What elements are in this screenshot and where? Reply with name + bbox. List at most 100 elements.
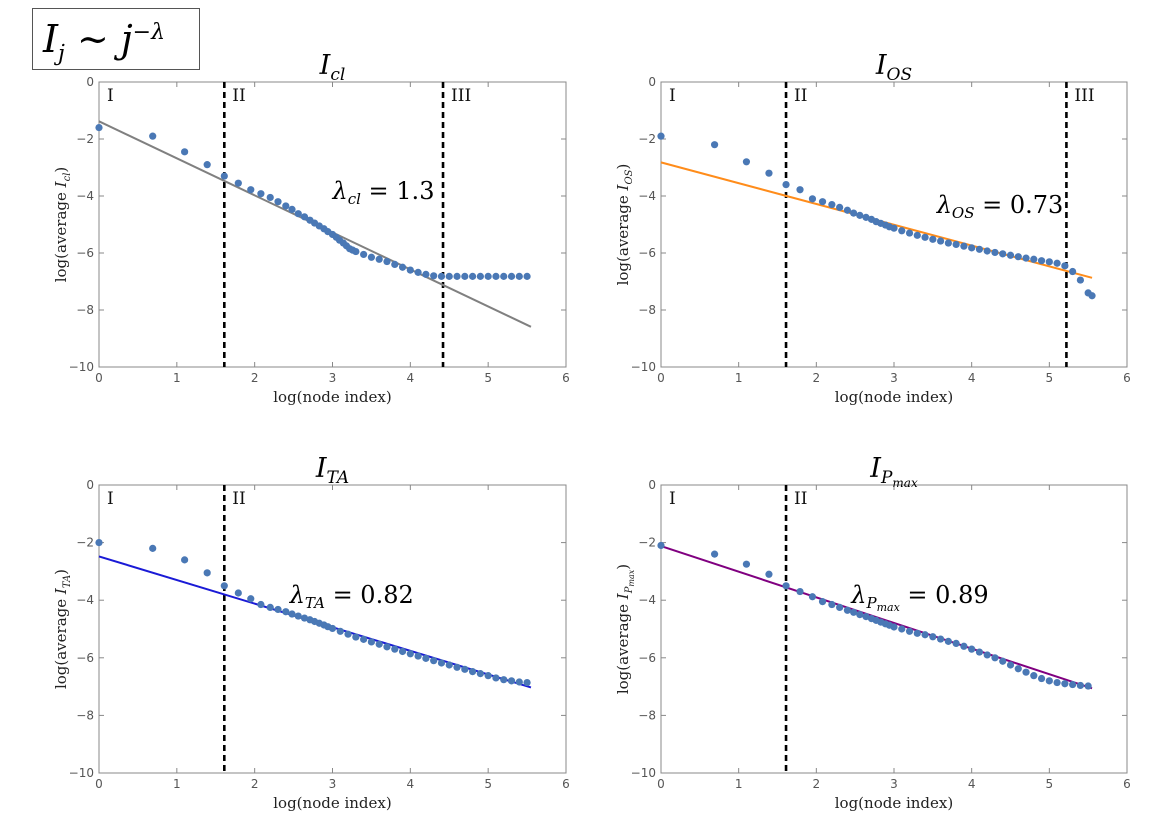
y-axis-label: log(average ITA) <box>52 569 73 689</box>
data-point <box>913 629 921 637</box>
chart-title: IOS <box>875 50 912 85</box>
data-point <box>1076 681 1084 690</box>
data-point <box>1022 254 1030 262</box>
y-axis-label: log(average Icl) <box>52 167 73 283</box>
data-point <box>507 677 516 685</box>
region-label: I <box>107 86 114 106</box>
y-label-base: I <box>52 587 70 595</box>
y-tick-label: −10 <box>69 360 94 374</box>
data-point <box>850 209 858 217</box>
data-point <box>929 235 937 243</box>
y-label-post: ) <box>52 167 70 173</box>
y-axis-label: log(average IOS) <box>614 164 635 286</box>
data-point <box>796 587 804 596</box>
data-point <box>836 203 844 211</box>
lambda-annotation: λcl = 1.3 <box>332 177 435 208</box>
data-point <box>913 231 921 239</box>
data-point <box>898 227 906 235</box>
data-point <box>367 638 376 646</box>
data-point <box>952 240 960 249</box>
data-point <box>828 600 836 609</box>
data-point <box>808 195 817 203</box>
data-point <box>523 272 531 280</box>
y-label-subsub: max <box>627 569 636 586</box>
data-point <box>461 665 469 673</box>
title-sub: P <box>880 468 893 488</box>
lambda-symbol: λ <box>289 581 305 609</box>
data-point <box>929 633 937 641</box>
data-point <box>1030 672 1038 680</box>
data-point <box>1061 262 1069 270</box>
data-point <box>492 674 500 682</box>
data-point <box>220 582 228 590</box>
data-point <box>282 202 290 210</box>
y-axis-label: log(average IPmax) <box>614 564 636 694</box>
data-point <box>1061 680 1069 688</box>
y-tick-label: −2 <box>638 536 656 550</box>
data-point <box>523 678 531 687</box>
data-point <box>1069 267 1077 276</box>
data-point <box>95 539 103 547</box>
data-point <box>344 630 352 638</box>
data-point <box>274 198 282 206</box>
data-point <box>975 245 984 253</box>
x-tick-label: 3 <box>890 777 898 791</box>
data-point <box>742 158 751 166</box>
data-point <box>288 610 296 618</box>
data-point <box>95 124 103 132</box>
y-tick-label: −2 <box>638 132 656 146</box>
data-point <box>1014 665 1022 673</box>
data-point <box>1045 258 1053 266</box>
data-point <box>836 603 844 612</box>
y-tick-label: −10 <box>69 766 94 780</box>
data-point <box>274 605 282 614</box>
data-point <box>862 213 870 221</box>
data-point <box>952 639 960 648</box>
formula-sup: −λ <box>132 20 166 45</box>
x-tick-label: 5 <box>1046 777 1054 791</box>
y-tick-label: −8 <box>638 303 656 317</box>
lambda-subsub: max <box>877 601 901 614</box>
x-axis-label: log(node index) <box>835 388 953 406</box>
data-point <box>257 190 265 198</box>
formula-base: I <box>43 17 59 61</box>
data-point <box>383 257 391 266</box>
y-label-pre: log(average <box>614 599 632 694</box>
data-point <box>461 272 469 280</box>
data-point <box>492 272 500 280</box>
data-point <box>1084 682 1092 690</box>
x-tick-label: 6 <box>1123 777 1131 791</box>
title-subsub: max <box>892 476 918 490</box>
data-point <box>500 272 508 280</box>
data-point <box>782 582 790 590</box>
data-point <box>1076 276 1084 284</box>
formula-var: j <box>120 17 133 61</box>
data-point <box>288 205 296 213</box>
data-point <box>991 248 999 257</box>
data-point <box>360 250 368 259</box>
data-point <box>960 642 968 650</box>
data-point <box>437 272 446 280</box>
data-point <box>742 560 751 568</box>
data-point <box>828 200 836 209</box>
region-label: II <box>794 86 807 106</box>
data-point <box>1006 661 1015 669</box>
x-axis-label: log(node index) <box>273 388 391 406</box>
data-point <box>453 272 461 280</box>
data-point <box>960 242 968 250</box>
x-tick-label: 1 <box>735 777 743 791</box>
x-tick-label: 0 <box>95 371 103 385</box>
data-point <box>808 593 817 601</box>
data-point <box>437 659 446 667</box>
data-point <box>765 169 773 177</box>
region-label: III <box>1074 86 1094 106</box>
x-tick-label: 2 <box>813 371 821 385</box>
title-base: I <box>875 50 888 81</box>
data-point <box>1069 680 1077 689</box>
title-base: I <box>315 453 328 484</box>
data-point <box>944 637 952 645</box>
data-point <box>890 623 898 631</box>
y-tick-label: −10 <box>631 360 656 374</box>
